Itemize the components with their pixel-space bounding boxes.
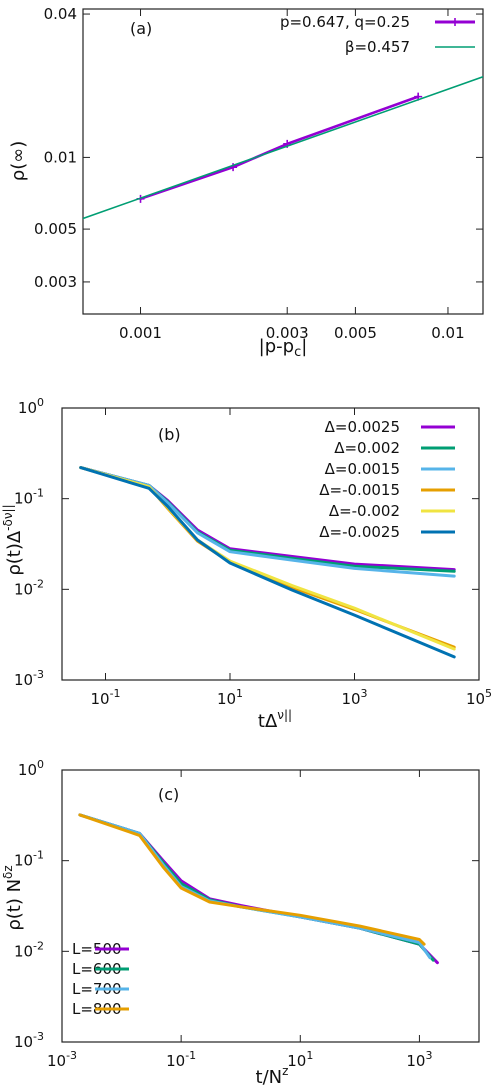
panel-b-legend-label: Δ=-0.002 <box>329 502 400 520</box>
panel-a-x-tick-label: 0.005 <box>334 324 377 342</box>
panel-a-y-tick-label: 0.01 <box>44 148 77 166</box>
panel-b-x-tick-label: 103 <box>341 687 367 708</box>
panel-c-chart: (c) 10-3 10-1 101 103 10-3 10-2 10-1 100 L=500L… <box>1 758 480 1088</box>
panel-b-legend: Δ=0.0025 Δ=0.002 Δ=0.0015 Δ=-0.0015 Δ=-0.002… <box>319 418 455 541</box>
panel-b-y-tick-label: 10-1 <box>14 487 44 508</box>
panel-b-series-line <box>79 466 456 659</box>
panel-c-x-tick-label: 101 <box>287 1049 313 1070</box>
panel-c-y-tick-label: 10-3 <box>14 1030 44 1051</box>
panel-a-x-tick-label: 0.001 <box>119 324 162 342</box>
panel-a-y-tick-label: 0.003 <box>34 273 77 291</box>
panel-a-series-layer <box>83 76 483 220</box>
panel-a-y-tick-label: 0.005 <box>34 220 77 238</box>
panel-b-y-tick-label: 100 <box>18 396 44 417</box>
panel-c-series-line <box>78 813 439 965</box>
panel-a-x-axis-label: |p-pc| <box>259 336 308 360</box>
panel-c-label: (c) <box>158 785 179 804</box>
panel-b-series-layer <box>79 466 456 659</box>
panel-a-frame <box>82 8 484 315</box>
panel-b-x-axis-label: tΔν|| <box>258 708 292 732</box>
panel-c-x-tick-label: 10-1 <box>166 1049 196 1070</box>
panel-a-ticks-layer: 0.001 0.003 0.005 0.01 0.003 0.005 0.01 0.04 <box>34 5 483 342</box>
panel-c-ticks-layer: 10-3 10-1 101 103 10-3 10-2 10-1 100 <box>14 758 479 1070</box>
panel-b-label: (b) <box>158 425 181 444</box>
panel-a-y-tick-label: 0.04 <box>44 5 77 23</box>
panel-a-legend-label: β=0.457 <box>345 38 410 56</box>
panel-b-y-tick-label: 10-2 <box>14 577 44 598</box>
panel-c-y-tick-label: 10-1 <box>14 849 44 870</box>
panel-b-legend-label: Δ=0.0015 <box>325 460 400 478</box>
panel-b-y-axis-label: ρ(t)Δ-δν|| <box>1 504 25 575</box>
panel-b-y-tick-label: 10-3 <box>14 668 44 689</box>
panel-c-y-axis-label: ρ(t) Nδz <box>1 865 25 930</box>
panel-b-ticks-layer: 10-1 101 103 105 10-3 10-2 10-1 100 <box>14 396 492 708</box>
panel-b-legend-label: Δ=0.0025 <box>325 418 400 436</box>
panel-c-series-line <box>78 813 435 962</box>
panel-b-x-tick-label: 10-1 <box>90 687 120 708</box>
panel-c-y-tick-label: 10-2 <box>14 939 44 960</box>
panel-b-legend-label: Δ=0.002 <box>334 439 400 457</box>
panel-a-label: (a) <box>130 19 152 38</box>
panel-b-legend-label: Δ=-0.0015 <box>319 481 400 499</box>
panel-c-x-tick-label: 103 <box>406 1049 432 1070</box>
panel-c-x-axis-label: t/Nz <box>256 1064 289 1088</box>
panel-c-x-tick-label: 10-3 <box>47 1049 77 1070</box>
panel-b-frame <box>61 407 480 681</box>
panel-c-frame <box>61 769 480 1043</box>
panel-b-x-tick-label: 101 <box>217 687 243 708</box>
panel-a-x-tick-label: 0.01 <box>431 324 464 342</box>
panel-a-y-axis-label: ρ(∞) <box>8 141 29 181</box>
panel-a-legend: p=0.647, q=0.25 β=0.457 <box>280 13 475 56</box>
panel-a-series-line <box>83 76 483 220</box>
panel-a-x-tick-label: 0.003 <box>266 324 309 342</box>
panel-b-legend-label: Δ=-0.0025 <box>319 523 400 541</box>
panel-b-chart: (b) 10-1 101 103 105 10-3 10-2 10-1 100 Δ=0.002… <box>1 396 492 732</box>
panel-c-y-tick-label: 100 <box>18 758 44 779</box>
panel-a-legend-label: p=0.647, q=0.25 <box>280 13 410 31</box>
panel-c-series-layer <box>78 813 439 965</box>
panel-a-chart: (a) 0.001 0.003 0.005 0.010.0030.0050.010.0… <box>8 5 484 360</box>
panel-c-series-line <box>78 813 432 960</box>
panel-b-x-tick-label: 105 <box>466 687 492 708</box>
panel-c-series-line <box>78 813 426 946</box>
